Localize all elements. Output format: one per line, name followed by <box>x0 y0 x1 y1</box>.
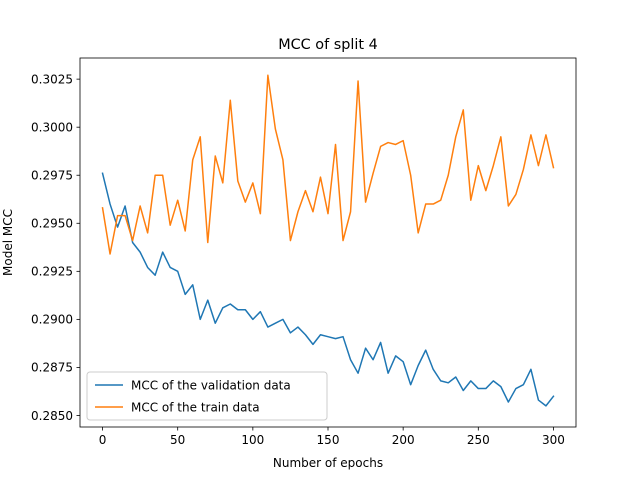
series-line-train <box>101 74 555 255</box>
x-tick-label: 100 <box>241 433 264 447</box>
legend-label-train: MCC of the train data <box>131 401 260 415</box>
series-layer <box>101 74 555 407</box>
y-tick-label: 0.2875 <box>31 361 73 375</box>
x-tick-label: 250 <box>467 433 490 447</box>
y-tick-label: 0.3025 <box>31 72 73 86</box>
x-axis-ticks: 0 50 100 150 200 250 300 <box>99 427 565 447</box>
y-tick-label: 0.3000 <box>31 120 73 134</box>
legend: MCC of the validation data MCC of the tr… <box>86 371 328 421</box>
x-axis-label: Number of epochs <box>273 456 383 470</box>
x-tick-label: 50 <box>170 433 185 447</box>
legend-label-validation: MCC of the validation data <box>131 379 291 393</box>
y-tick-label: 0.2925 <box>31 265 73 279</box>
x-tick-label: 300 <box>542 433 565 447</box>
x-tick-label: 200 <box>392 433 415 447</box>
x-tick-label: 0 <box>99 433 107 447</box>
y-axis-label: Model MCC <box>1 209 15 276</box>
y-axis-ticks: 0.2850 0.2875 0.2900 0.2925 0.2950 0.2975 0.30… <box>31 72 80 423</box>
y-tick-label: 0.2975 <box>31 169 73 183</box>
chart-title: MCC of split 4 <box>278 37 378 53</box>
series-line-validation <box>101 172 555 407</box>
legend-box <box>86 371 328 421</box>
y-tick-label: 0.2850 <box>31 409 73 423</box>
x-tick-label: 150 <box>317 433 340 447</box>
y-tick-label: 0.2900 <box>31 313 73 327</box>
y-tick-label: 0.2950 <box>31 217 73 231</box>
